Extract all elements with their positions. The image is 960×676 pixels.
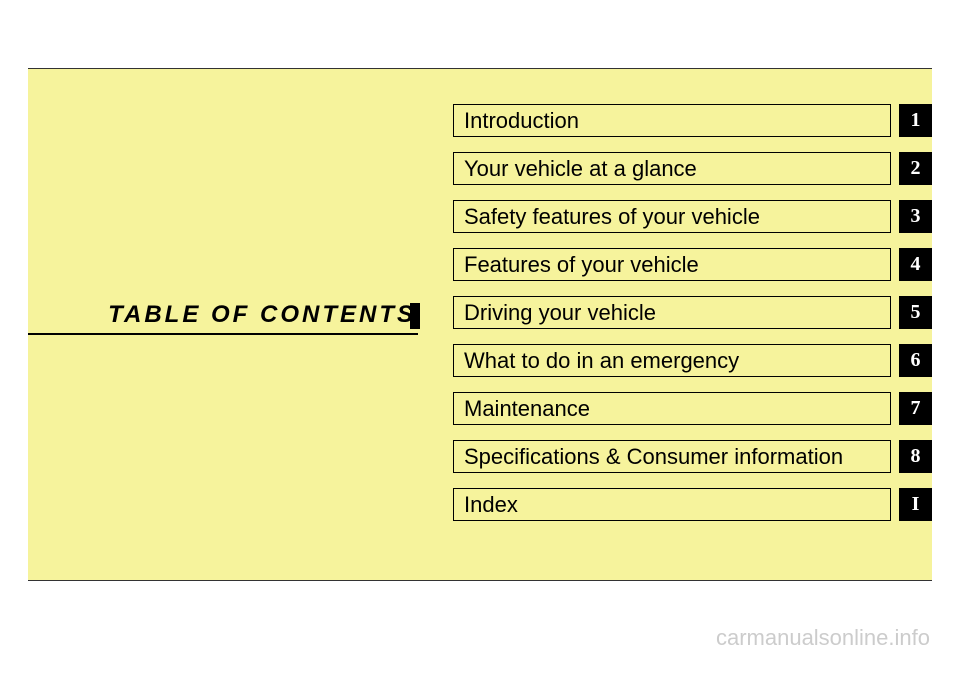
- toc-item-number: I: [899, 488, 932, 521]
- page-container: TABLE OF CONTENTS Introduction 1 Your ve…: [0, 0, 960, 676]
- toc-row: Driving your vehicle 5: [453, 296, 932, 329]
- toc-item-label: Your vehicle at a glance: [453, 152, 891, 185]
- toc-item-label: What to do in an emergency: [453, 344, 891, 377]
- toc-item-label: Index: [453, 488, 891, 521]
- toc-item-number: 6: [899, 344, 932, 377]
- toc-title-wrap: TABLE OF CONTENTS: [28, 301, 428, 335]
- toc-item-number: 1: [899, 104, 932, 137]
- content-box: TABLE OF CONTENTS Introduction 1 Your ve…: [28, 68, 932, 581]
- toc-row: Safety features of your vehicle 3: [453, 200, 932, 233]
- toc-item-number: 2: [899, 152, 932, 185]
- toc-row: Introduction 1: [453, 104, 932, 137]
- toc-item-label: Safety features of your vehicle: [453, 200, 891, 233]
- toc-row: Specifications & Consumer information 8: [453, 440, 932, 473]
- toc-item-number: 7: [899, 392, 932, 425]
- toc-item-number: 5: [899, 296, 932, 329]
- left-section: TABLE OF CONTENTS: [28, 69, 428, 580]
- toc-row: Your vehicle at a glance 2: [453, 152, 932, 185]
- watermark: carmanualsonline.info: [716, 625, 930, 651]
- toc-underline: [28, 333, 418, 335]
- toc-title-decoration: [410, 303, 420, 329]
- toc-row: What to do in an emergency 6: [453, 344, 932, 377]
- toc-row: Features of your vehicle 4: [453, 248, 932, 281]
- toc-item-label: Features of your vehicle: [453, 248, 891, 281]
- toc-item-label: Driving your vehicle: [453, 296, 891, 329]
- toc-item-label: Specifications & Consumer information: [453, 440, 891, 473]
- toc-list: Introduction 1 Your vehicle at a glance …: [428, 69, 932, 580]
- toc-item-label: Maintenance: [453, 392, 891, 425]
- toc-item-label: Introduction: [453, 104, 891, 137]
- toc-item-number: 8: [899, 440, 932, 473]
- toc-row: Index I: [453, 488, 932, 521]
- toc-title: TABLE OF CONTENTS: [28, 301, 428, 329]
- toc-item-number: 3: [899, 200, 932, 233]
- toc-row: Maintenance 7: [453, 392, 932, 425]
- toc-item-number: 4: [899, 248, 932, 281]
